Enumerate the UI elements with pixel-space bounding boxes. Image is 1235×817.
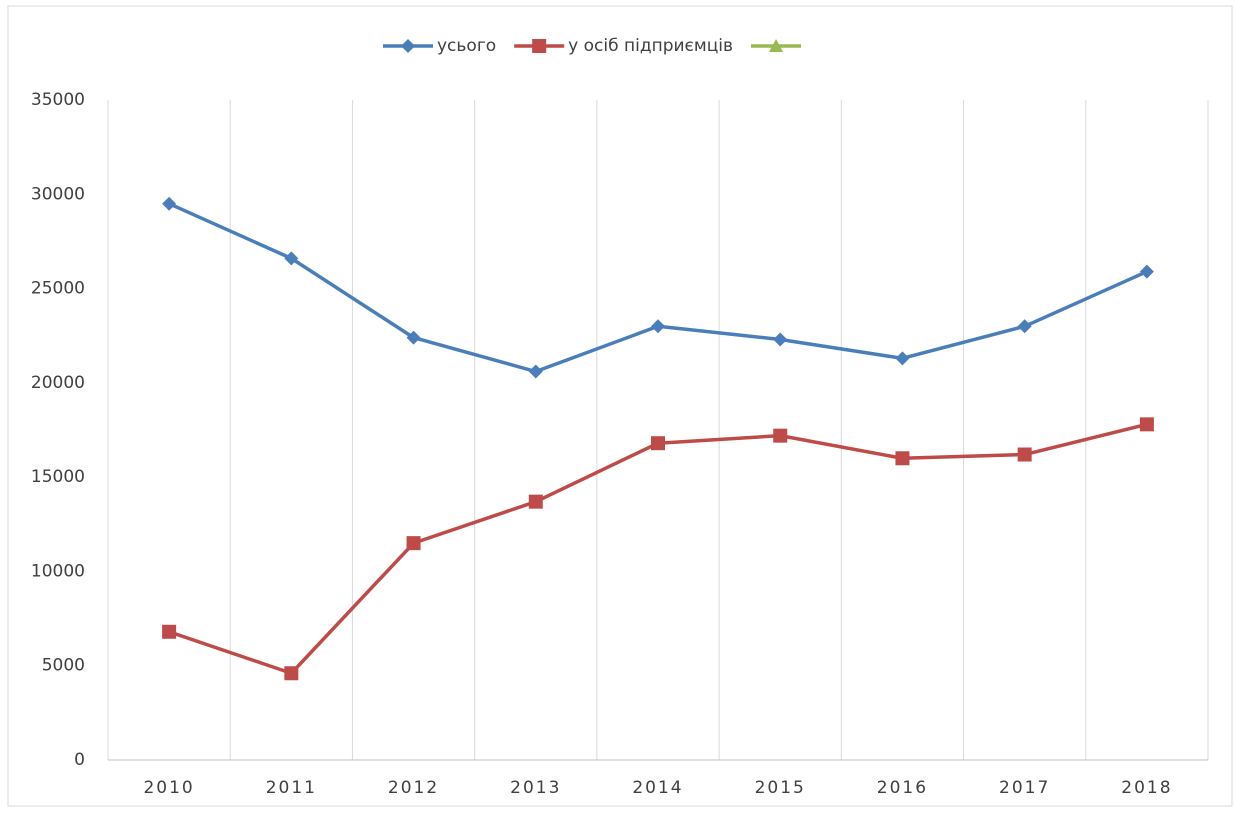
x-tick-label: 2015 — [755, 778, 806, 798]
data-point — [651, 436, 665, 451]
data-point — [284, 666, 299, 681]
x-tick-label: 2014 — [632, 778, 683, 798]
legend-marker — [769, 39, 784, 52]
x-tick-label: 2012 — [388, 778, 439, 798]
data-point — [162, 196, 177, 211]
legend-label: у осіб підприємців — [568, 36, 733, 56]
data-point — [1017, 447, 1032, 462]
y-tick-label: 20000 — [31, 373, 85, 393]
x-tick-label: 2011 — [266, 778, 317, 798]
x-tick-label: 2010 — [143, 778, 194, 798]
legend-label: усього — [437, 36, 496, 56]
y-tick-label: 25000 — [31, 279, 85, 299]
y-tick-label: 15000 — [31, 467, 85, 487]
data-point — [406, 536, 421, 551]
x-tick-label: 2013 — [510, 778, 561, 798]
y-tick-label: 10000 — [31, 561, 85, 581]
legend-marker — [401, 39, 415, 53]
legend-marker — [532, 39, 547, 53]
data-point — [406, 330, 421, 345]
x-tick-label: 2017 — [999, 778, 1050, 798]
data-point — [773, 332, 788, 347]
y-tick-label: 35000 — [31, 90, 85, 110]
y-tick-label: 5000 — [42, 656, 85, 676]
data-point — [528, 364, 543, 379]
data-point — [773, 428, 788, 443]
data-point — [895, 351, 910, 366]
data-point — [284, 251, 299, 266]
data-point — [895, 451, 910, 466]
data-point — [651, 319, 665, 334]
chart-border — [7, 5, 1233, 807]
data-point — [1139, 264, 1154, 279]
data-point — [1139, 417, 1154, 432]
x-tick-label: 2016 — [877, 778, 928, 798]
data-point — [528, 494, 543, 509]
data-point — [162, 624, 177, 639]
x-tick-label: 2018 — [1121, 778, 1172, 798]
y-tick-label: 0 — [74, 750, 85, 770]
y-tick-label: 30000 — [31, 184, 85, 204]
data-point — [1017, 319, 1032, 334]
